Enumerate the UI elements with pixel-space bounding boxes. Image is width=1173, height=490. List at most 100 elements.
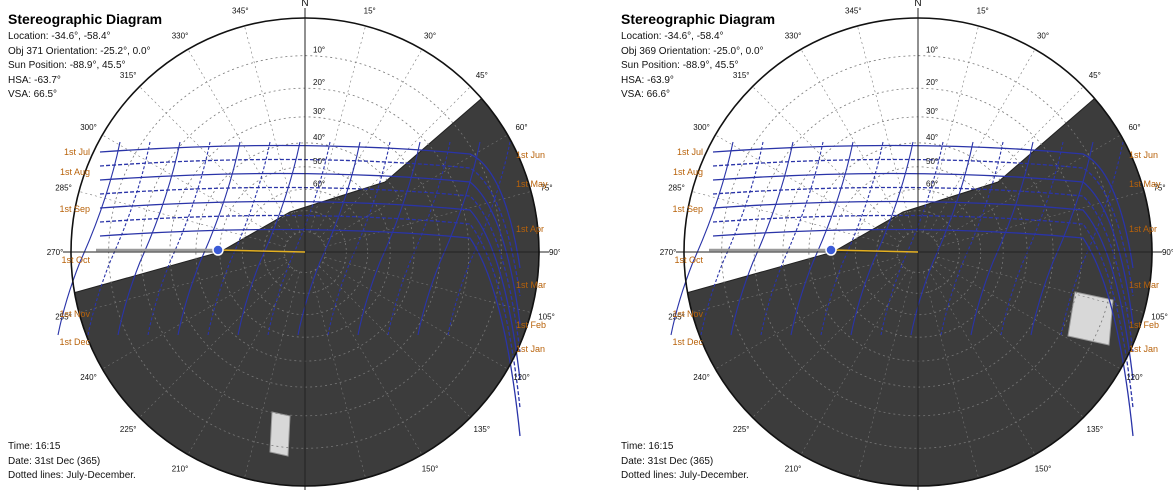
hour-line (1060, 141, 1124, 336)
diagram-panel-left: N15°30°45°60°75°90°105°120°135°150°165°1… (0, 0, 560, 490)
month-label-right: 1st Jun (516, 150, 545, 160)
bearing-label: 15° (977, 7, 989, 16)
hour-line (207, 141, 271, 336)
hour-line (237, 141, 301, 336)
month-label-right: 1st Jun (1129, 150, 1158, 160)
hour-line (670, 141, 734, 336)
azimuth-line (322, 134, 508, 243)
location-text: Location: -34.6°, -58.4° (8, 31, 111, 42)
time-text: Time: 16:15 (8, 441, 61, 452)
month-label-left: 1st Nov (672, 309, 703, 319)
azimuth-line (244, 271, 300, 479)
bearing-label: 105° (538, 313, 555, 322)
date-text: Date: 31st Dec (365) (621, 455, 714, 467)
hour-line (970, 141, 1034, 336)
vsa-text: VSA: 66.6° (621, 89, 671, 100)
azimuth-line (78, 191, 286, 247)
bearing-label: 120° (1126, 373, 1143, 382)
bearing-label: 45° (476, 71, 488, 80)
stereographic-chart-right: N15°30°45°60°75°90°105°120°135°150°165°1… (660, 0, 1173, 490)
hour-line (147, 141, 211, 336)
sun-position-text: Sun Position: -88.9°, 45.5° (621, 60, 739, 71)
altitude-label: 50° (926, 157, 938, 166)
azimuth-line (932, 266, 1084, 418)
hour-line (850, 141, 914, 336)
sun-path-arc (712, 186, 1134, 353)
orientation-text: Obj 369 Orientation: -25.0°, 0.0° (621, 45, 764, 57)
hsa-text: HSA: -63.9° (621, 74, 674, 86)
azimuth-line (244, 25, 300, 233)
sun-path-arc (99, 228, 521, 437)
sun-position-text: Sun Position: -88.9°, 45.5° (8, 60, 126, 71)
footer-block: Time: 16:15 Date: 31st Dec (365) Dotted … (8, 440, 136, 484)
bearing-label: 345° (232, 7, 249, 16)
month-label-right: 1st May (516, 179, 548, 189)
month-label-left: 1st Aug (60, 167, 90, 177)
azimuth-line (102, 261, 288, 370)
azimuth-line (752, 266, 904, 418)
hour-line (387, 141, 451, 336)
location-text: Location: -34.6°, -58.4° (621, 31, 724, 42)
hour-line (940, 141, 1004, 336)
diagram-title: Stereographic Diagram (621, 11, 776, 27)
month-label-left: 1st Dec (672, 337, 703, 347)
sun-path-arc (99, 172, 521, 325)
azimuth-line (800, 49, 909, 235)
altitude-label: 60° (926, 179, 938, 188)
bearing-label: 15° (364, 7, 376, 16)
bearing-label: 330° (172, 32, 189, 41)
hour-line (730, 141, 794, 336)
bearing-label: 300° (693, 123, 710, 132)
azimuth-line (314, 269, 423, 455)
month-label-right: 1st Apr (516, 224, 544, 234)
azimuth-line (310, 271, 366, 479)
sun-path-arc (99, 214, 521, 409)
diagram-title: Stereographic Diagram (8, 11, 163, 27)
azimuth-line (691, 191, 899, 247)
date-text: Date: 31st Dec (365) (8, 455, 101, 467)
legend-note: Dotted lines: July-December. (621, 470, 749, 481)
bearing-label: 315° (120, 71, 137, 80)
month-label-left: 1st Oct (61, 255, 90, 265)
info-block: Stereographic Diagram Location: -34.6°, … (621, 10, 775, 103)
hour-line (297, 141, 361, 336)
hour-line (1030, 141, 1094, 336)
bearing-label: 150° (422, 465, 439, 474)
altitude-label: 50° (313, 157, 325, 166)
month-label-left: 1st Dec (59, 337, 90, 347)
bearing-label: 270° (47, 248, 64, 257)
bearing-label: 30° (424, 32, 436, 41)
bearing-label: 345° (845, 7, 862, 16)
hour-line (177, 141, 241, 336)
hour-line (820, 141, 884, 336)
azimuth-line (923, 25, 979, 233)
hour-line (117, 141, 181, 336)
gap-patch (1067, 291, 1114, 346)
hour-line (267, 141, 331, 336)
bearing-label: 315° (733, 71, 750, 80)
sun-marker (825, 244, 837, 256)
bearing-label: 90° (549, 248, 560, 257)
hour-line (87, 141, 151, 336)
horizon-circle (70, 17, 540, 487)
altitude-label: 30° (313, 107, 325, 116)
north-label: N (301, 0, 308, 9)
azimuth-line (927, 269, 1036, 455)
azimuth-line (139, 86, 291, 238)
hour-line (790, 141, 854, 336)
azimuth-line (715, 134, 901, 243)
bearing-label: 135° (1087, 425, 1104, 434)
hour-line (57, 141, 121, 336)
bearing-label: 225° (733, 425, 750, 434)
month-label-right: 1st Jan (516, 344, 545, 354)
azimuth-line (935, 134, 1121, 243)
month-label-right: 1st Mar (516, 280, 546, 290)
bearing-label: 285° (668, 183, 685, 192)
altitude-label: 10° (926, 46, 938, 55)
altitude-label: 40° (926, 133, 938, 142)
azimuth-line (927, 49, 1036, 235)
bearing-label: 150° (1035, 465, 1052, 474)
hour-line (880, 141, 944, 336)
bearing-label: 75° (1153, 183, 1165, 192)
azimuth-line (102, 134, 288, 243)
